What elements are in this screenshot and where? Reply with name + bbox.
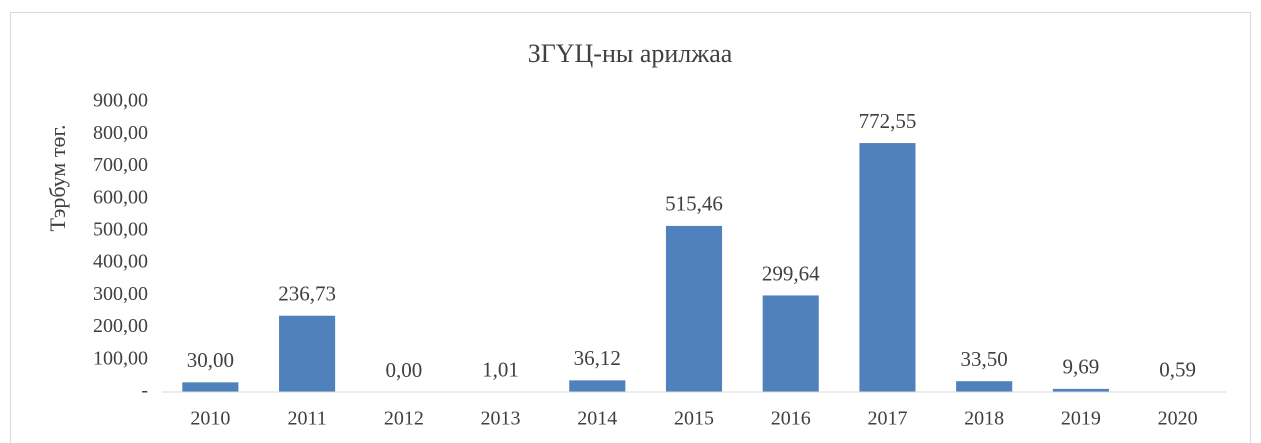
bar: [569, 380, 626, 392]
chart-border: [10, 12, 1251, 443]
x-tick-label: 2020: [1158, 408, 1198, 430]
value-label: 0,59: [1159, 358, 1196, 382]
x-tick-label: 2018: [964, 408, 1004, 430]
value-label: 299,64: [762, 261, 820, 285]
bar: [859, 143, 916, 392]
bar: [279, 315, 336, 392]
x-tick-label: 2015: [674, 408, 714, 430]
bar: [1052, 388, 1109, 392]
value-label: 36,12: [574, 346, 621, 370]
y-tick-label: 600,00: [93, 186, 148, 208]
x-tick-label: 2010: [190, 408, 230, 430]
chart-title: ЗГҮЦ-ны арилжаа: [528, 39, 733, 68]
x-tick-label: 2011: [287, 408, 326, 430]
value-label: 30,00: [187, 348, 234, 372]
bar: [956, 381, 1013, 392]
y-tick-label: -: [141, 380, 148, 402]
value-label: 33,50: [961, 347, 1008, 371]
y-tick-label: 900,00: [93, 90, 148, 112]
y-tick-label: 800,00: [93, 122, 148, 144]
y-tick-label: 700,00: [93, 154, 148, 176]
x-tick-label: 2017: [867, 408, 907, 430]
bar: [762, 295, 819, 392]
y-tick-label: 300,00: [93, 283, 148, 305]
x-tick-label: 2019: [1061, 408, 1101, 430]
y-tick-label: 500,00: [93, 218, 148, 240]
value-label: 772,55: [859, 109, 917, 133]
value-label: 0,00: [385, 358, 422, 382]
value-label: 1,01: [482, 357, 519, 381]
x-tick-label: 2012: [384, 408, 424, 430]
y-axis-label: Тэрбум төг.: [45, 124, 70, 231]
y-tick-label: 200,00: [93, 315, 148, 337]
x-tick-label: 2014: [577, 408, 617, 430]
bar: [665, 225, 723, 392]
y-tick-label: 100,00: [93, 347, 148, 369]
value-label: 9,69: [1063, 355, 1100, 379]
value-label: 236,73: [278, 282, 336, 306]
value-label: 515,46: [665, 192, 723, 216]
x-tick-label: 2016: [771, 408, 811, 430]
y-tick-label: 400,00: [93, 251, 148, 273]
x-tick-label: 2013: [481, 408, 521, 430]
bar: [182, 382, 239, 392]
